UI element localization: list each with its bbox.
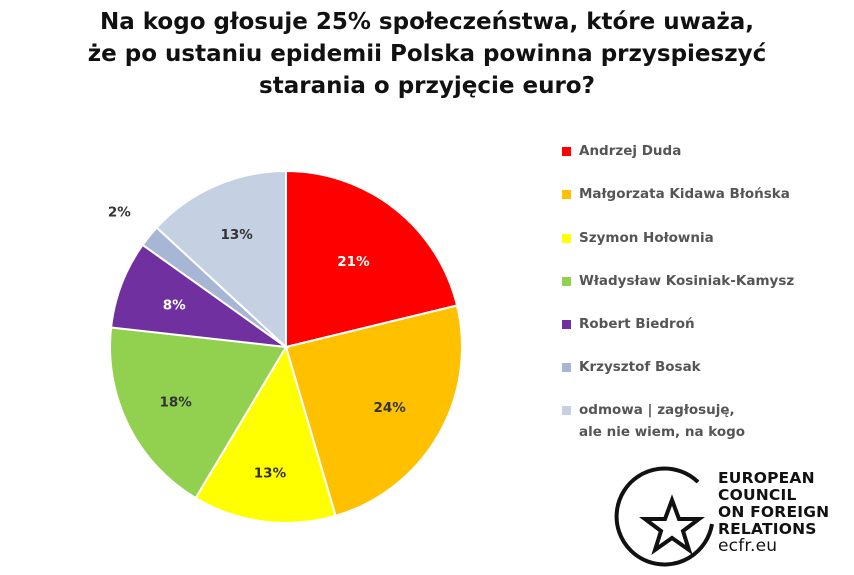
slice-data-label: 8% [163, 297, 186, 313]
chart-title-line-3: starania o przyjęcie euro? [259, 73, 595, 99]
chart-title-line-2: że po ustaniu epidemii Polska powinna pr… [87, 41, 767, 67]
legend-item-odmowa: odmowa | zagłosuję, ale nie wiem, na kog… [562, 399, 749, 443]
legend-label: Robert Biedroń [579, 316, 695, 332]
pie-slice [109, 326, 288, 500]
legend-swatch [562, 320, 571, 329]
logo-line-1: EUROPEAN [718, 469, 815, 487]
legend-swatch [562, 147, 571, 156]
legend-swatch [562, 190, 571, 199]
legend-swatch [562, 277, 571, 286]
chart-title: Na kogo głosuje 25% społeczeństwa, które… [0, 6, 854, 102]
logo-line-4: RELATIONS [718, 520, 817, 538]
legend-label: Szymon Hołownia [579, 230, 714, 246]
slice-data-label: 13% [220, 227, 253, 243]
pie-slice [285, 169, 459, 349]
legend-swatch [562, 406, 571, 415]
pie-slice [109, 243, 290, 349]
legend-label: Władysław Kosiniak-Kamysz [579, 273, 795, 289]
slice-data-label: 13% [254, 466, 287, 482]
ecfr-logo-text: EUROPEAN COUNCIL ON FOREIGN RELATIONS ec… [718, 470, 829, 555]
slice-data-label: 2% [108, 205, 131, 221]
legend-label: Krzysztof Bosak [579, 359, 701, 375]
legend-label: Małgorzata Kidawa Błońska [579, 186, 790, 202]
logo-line-2: COUNCIL [718, 486, 797, 504]
slice-data-label: 24% [373, 400, 406, 416]
ecfr-star-circle-icon [614, 466, 714, 567]
legend-item-kosiniak-kamysz: Władysław Kosiniak-Kamysz [562, 270, 834, 292]
legend-item-holownia: Szymon Hołownia [562, 227, 834, 249]
chart-title-line-1: Na kogo głosuje 25% społeczeństwa, które… [99, 9, 755, 35]
legend-swatch [562, 363, 571, 372]
legend-label: odmowa | zagłosuję, ale nie wiem, na kog… [579, 402, 746, 440]
legend-label: Andrzej Duda [579, 143, 682, 159]
legend-item-bosak: Krzysztof Bosak [562, 356, 834, 378]
legend-item-duda: Andrzej Duda [562, 140, 834, 162]
pie-slice [284, 304, 463, 518]
logo-line-3: ON FOREIGN [718, 503, 830, 521]
legend-item-kidawa-blonska: Małgorzata Kidawa Błońska [562, 183, 834, 205]
slice-data-label: 18% [159, 395, 192, 411]
legend-swatch [562, 234, 571, 243]
pie-slice [194, 344, 337, 524]
ecfr-logo: EUROPEAN COUNCIL ON FOREIGN RELATIONS ec… [610, 462, 850, 572]
legend-item-biedron: Robert Biedroń [562, 313, 834, 335]
pie-slice [155, 169, 287, 350]
logo-url: ecfr.eu [718, 536, 778, 556]
slice-data-label: 21% [337, 254, 370, 270]
